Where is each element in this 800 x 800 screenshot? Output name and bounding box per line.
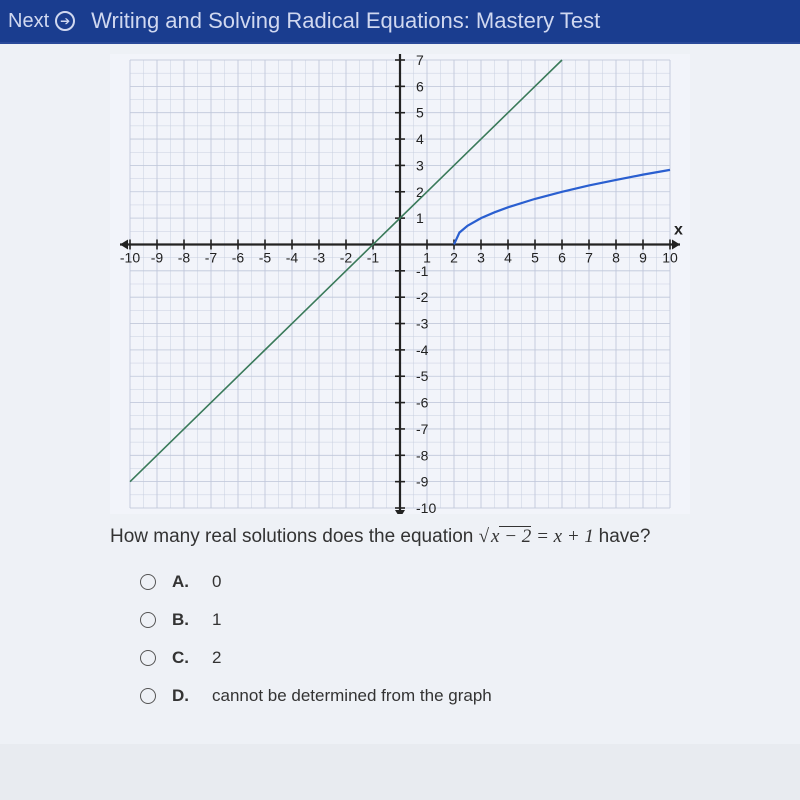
option-row[interactable]: B. 1 bbox=[140, 610, 760, 630]
radio-icon[interactable] bbox=[140, 650, 156, 666]
question-suffix: have? bbox=[599, 526, 651, 547]
option-text: 1 bbox=[212, 610, 221, 630]
svg-text:-3: -3 bbox=[416, 316, 429, 332]
option-letter: D. bbox=[172, 686, 196, 706]
svg-text:6: 6 bbox=[416, 78, 424, 94]
sqrt-content: x − 2 bbox=[489, 526, 531, 548]
arrow-right-icon: ➔ bbox=[55, 11, 75, 31]
option-text: 0 bbox=[212, 572, 221, 592]
option-row[interactable]: A. 0 bbox=[140, 572, 760, 592]
svg-text:4: 4 bbox=[504, 249, 512, 265]
svg-text:3: 3 bbox=[477, 249, 485, 265]
svg-text:3: 3 bbox=[416, 157, 424, 173]
svg-text:-5: -5 bbox=[416, 368, 429, 384]
next-label: Next bbox=[8, 10, 49, 33]
option-letter: B. bbox=[172, 610, 196, 630]
svg-text:-1: -1 bbox=[367, 249, 380, 265]
svg-text:-7: -7 bbox=[205, 249, 218, 265]
option-text: 2 bbox=[212, 648, 221, 668]
graph-container: -10-9-8-7-6-5-4-3-2-112345678910-10-9-8-… bbox=[110, 54, 690, 514]
radio-icon[interactable] bbox=[140, 612, 156, 628]
svg-text:-8: -8 bbox=[416, 447, 429, 463]
svg-text:5: 5 bbox=[416, 105, 424, 121]
svg-text:-6: -6 bbox=[416, 395, 429, 411]
svg-text:10: 10 bbox=[662, 249, 678, 265]
option-text: cannot be determined from the graph bbox=[212, 686, 492, 706]
answer-options: A. 0 B. 1 C. 2 D. cannot be determined from the… bbox=[140, 572, 760, 706]
svg-text:5: 5 bbox=[531, 249, 539, 265]
svg-text:-8: -8 bbox=[178, 249, 191, 265]
radio-icon[interactable] bbox=[140, 688, 156, 704]
svg-text:-2: -2 bbox=[416, 289, 429, 305]
page-title: Writing and Solving Radical Equations: M… bbox=[91, 8, 600, 34]
svg-text:-1: -1 bbox=[416, 263, 429, 279]
svg-text:-4: -4 bbox=[286, 249, 299, 265]
radio-icon[interactable] bbox=[140, 574, 156, 590]
option-letter: A. bbox=[172, 572, 196, 592]
svg-text:2: 2 bbox=[416, 184, 424, 200]
svg-text:-10: -10 bbox=[120, 249, 140, 265]
app-header: Next ➔ Writing and Solving Radical Equat… bbox=[0, 0, 800, 44]
svg-text:-7: -7 bbox=[416, 421, 429, 437]
question-text: How many real solutions does the equatio… bbox=[110, 526, 760, 548]
svg-text:-9: -9 bbox=[151, 249, 164, 265]
svg-text:7: 7 bbox=[585, 249, 593, 265]
svg-text:-9: -9 bbox=[416, 474, 429, 490]
svg-text:8: 8 bbox=[612, 249, 620, 265]
svg-text:x: x bbox=[674, 221, 683, 238]
svg-text:-5: -5 bbox=[259, 249, 272, 265]
content-area: -10-9-8-7-6-5-4-3-2-112345678910-10-9-8-… bbox=[0, 44, 800, 744]
svg-text:-6: -6 bbox=[232, 249, 245, 265]
svg-text:1: 1 bbox=[416, 210, 424, 226]
svg-text:2: 2 bbox=[450, 249, 458, 265]
svg-text:-3: -3 bbox=[313, 249, 326, 265]
svg-text:7: 7 bbox=[416, 54, 424, 68]
option-row[interactable]: D. cannot be determined from the graph bbox=[140, 686, 760, 706]
svg-text:-2: -2 bbox=[340, 249, 353, 265]
svg-text:9: 9 bbox=[639, 249, 647, 265]
option-row[interactable]: C. 2 bbox=[140, 648, 760, 668]
svg-text:4: 4 bbox=[416, 131, 424, 147]
equation: √x − 2 = x + 1 bbox=[479, 526, 599, 547]
question-prefix: How many real solutions does the equatio… bbox=[110, 526, 479, 547]
svg-text:6: 6 bbox=[558, 249, 566, 265]
option-letter: C. bbox=[172, 648, 196, 668]
svg-text:-10: -10 bbox=[416, 500, 436, 514]
next-button[interactable]: Next ➔ bbox=[8, 10, 75, 33]
eq-rhs: = x + 1 bbox=[536, 526, 599, 547]
coordinate-graph: -10-9-8-7-6-5-4-3-2-112345678910-10-9-8-… bbox=[110, 54, 690, 514]
svg-text:-4: -4 bbox=[416, 342, 429, 358]
